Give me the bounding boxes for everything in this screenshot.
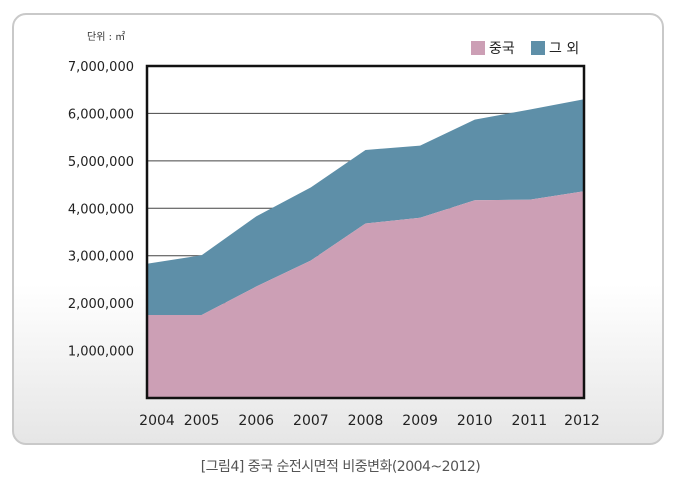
x-tick-label: 2009 <box>402 413 438 429</box>
y-tick-label: 2,000,000 <box>68 297 134 312</box>
legend-label-2: 그 외 <box>549 41 579 57</box>
y-axis-ticks: 1,000,000 2,000,000 3,000,000 4,000,000 5,00… <box>68 60 134 360</box>
y-tick-label: 7,000,000 <box>68 60 134 75</box>
legend-swatch-2 <box>531 41 545 55</box>
y-tick-label: 3,000,000 <box>68 250 134 265</box>
x-tick-label: 2006 <box>238 413 274 429</box>
area-series-1 <box>147 191 584 398</box>
y-tick-label: 4,000,000 <box>68 202 134 217</box>
figure-caption: [그림4] 중국 순전시면적 비중변화(2004~2012) <box>200 459 481 475</box>
legend: 중국 그 외 <box>471 41 579 57</box>
x-tick-label: 2012 <box>564 413 600 429</box>
plot-frame <box>145 64 586 400</box>
x-tick-label: 2004 <box>139 413 175 429</box>
legend-label-1: 중국 <box>489 41 515 57</box>
x-tick-label: 2005 <box>184 413 220 429</box>
x-tick-label: 2007 <box>293 413 329 429</box>
y-tick-label: 1,000,000 <box>68 345 134 360</box>
area-series <box>147 99 584 398</box>
y-tick-label: 6,000,000 <box>68 107 134 122</box>
x-tick-label: 2008 <box>348 413 384 429</box>
unit-label: 단위 : ㎡ <box>87 30 125 43</box>
x-tick-label: 2010 <box>457 413 493 429</box>
legend-swatch-1 <box>471 41 485 55</box>
area-series-2 <box>147 99 584 315</box>
x-tick-label: 2011 <box>512 413 548 429</box>
x-axis-ticks: 2004 2005 2006 2007 2008 2009 2010 2011 2012 <box>139 413 600 429</box>
y-tick-label: 5,000,000 <box>68 155 134 170</box>
